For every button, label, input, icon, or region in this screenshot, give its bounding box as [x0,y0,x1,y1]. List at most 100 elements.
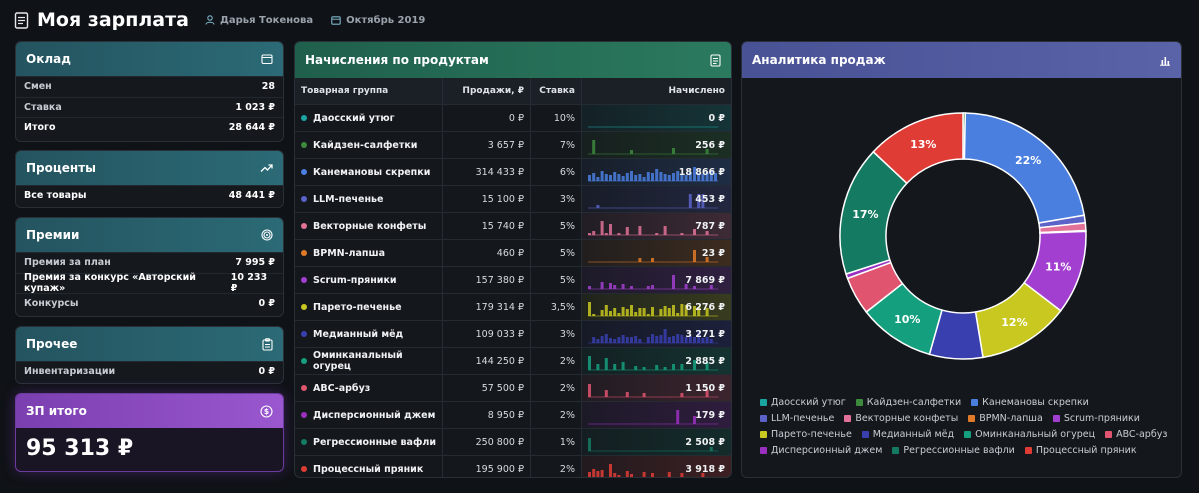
product-name: Процессный пряник [313,463,424,475]
sparkline-bar [592,337,596,343]
legend-item[interactable]: BPMN-лапша [968,413,1043,424]
sparkline-bar [663,329,667,343]
table-row[interactable]: Scrum-пряники 157 380 ₽5% 7 869 ₽ [295,267,731,294]
color-dot [301,277,307,283]
legend-swatch [760,431,767,438]
sparkline-bar [596,205,600,208]
product-name: Кайдзен-салфетки [313,139,418,151]
sparkline-bar [621,335,625,343]
legend-label: Парето-печенье [771,429,852,440]
analytics-panel: Аналитика продаж 22% 11% 12% 10% 17% 13% Даос… [741,41,1182,478]
sales-cell: 57 500 ₽ [443,375,531,401]
chart-legend: Даосский утюг Кайдзен-салфетки Канемановы … [760,397,1170,456]
sparkline [588,167,719,182]
sparkline-bar [613,364,617,370]
accrued-value: 3 918 ₽ [685,463,725,475]
product-name: Регрессионные вафли [313,436,436,448]
sparkline-bar [609,224,612,235]
bonus-card: Премии Премия за план 7 995 ₽ Премия за к… [15,217,284,317]
legend-item[interactable]: Оминканальный огурец [964,429,1095,440]
color-dot [301,412,307,418]
legend-item[interactable]: Медианный мёд [861,429,954,440]
accrued-cell: 18 866 ₽ [582,159,731,185]
column-header-sales[interactable]: Продажи, ₽ [443,78,531,104]
sparkline-bar [680,473,684,477]
sales-cell: 144 250 ₽ [443,348,531,374]
sales-cell: 250 800 ₽ [443,429,531,455]
donut-slice-2[interactable] [963,112,1086,224]
table-row[interactable]: LLM-печенье 15 100 ₽3% 453 ₽ [295,186,731,213]
sparkline-bar [609,338,612,343]
slice-label: 12% [1001,316,1027,329]
sparkline-bar [676,171,680,181]
table-row[interactable]: Дисперсионный джем 8 950 ₽2% 179 ₽ [295,402,731,429]
legend-item[interactable]: Векторные конфеты [844,413,958,424]
legend-item[interactable]: Дисперсионный джем [760,445,882,456]
column-header-rate[interactable]: Ставка [531,78,582,104]
sparkline-bar [625,471,629,477]
salary-card: Оклад Смен 28 Ставка 1 023 ₽ Итого 28 644 ₽ [15,41,284,142]
sparkline-bar [684,175,688,181]
sparkline-bar [588,302,591,316]
color-dot [301,358,307,364]
sparkline [588,221,719,236]
accrued-cell: 787 ₽ [582,213,731,239]
sparkline-bar [684,337,688,343]
color-dot [301,304,307,310]
sparkline-bar [596,471,600,477]
accrued-cell: 3 271 ₽ [582,321,731,347]
legend-item[interactable]: Процессный пряник [1024,445,1137,456]
table-row[interactable]: Парето-печенье 179 314 ₽3,5% 6 276 ₽ [295,294,731,321]
table-row[interactable]: Процессный пряник 195 900 ₽2% 3 918 ₽ [295,456,731,477]
table-row[interactable]: Медианный мёд 109 033 ₽3% 3 271 ₽ [295,321,731,348]
sparkline-bar [667,175,671,181]
sparkline-bar [592,140,596,154]
table-row[interactable]: BPMN-лапша 460 ₽5% 23 ₽ [295,240,731,267]
sparkline-bar [609,283,612,289]
legend-swatch [968,415,976,422]
sparkline-bar [592,314,596,316]
column-header-accrued[interactable]: Начислено [668,86,725,96]
legend-item[interactable]: Даосский утюг [760,397,846,408]
table-row[interactable]: Кайдзен-салфетки 3 657 ₽7% 256 ₽ [295,132,731,159]
sparkline-bar [680,174,684,181]
accrued-value: 256 ₽ [695,139,725,151]
product-name: Scrum-пряники [313,274,397,286]
table-row[interactable]: Канемановы скрепки 314 433 ₽6% 18 866 ₽ [295,159,731,186]
legend-swatch [760,415,767,422]
accrued-cell: 1 150 ₽ [582,375,731,401]
sparkline-bar [651,334,654,343]
sparkline-bar [688,194,692,208]
legend-item[interactable]: Кайдзен-салфетки [855,397,961,408]
accrued-value: 2 508 ₽ [685,436,725,448]
sparkline-bar [630,286,633,289]
sparkline-bar [672,173,675,181]
sparkline-bar [600,470,604,477]
table-row[interactable]: Даосский утюг 0 ₽10% 0 ₽ [295,105,731,132]
legend-item[interactable]: Парето-печенье [760,429,852,440]
sparkline-bar [604,358,608,370]
donut-slice-13[interactable] [872,112,964,185]
salary-total-row: Итого 28 644 ₽ [16,117,283,138]
other-card-header: Прочее [16,327,283,361]
user-name: Дарья Токенова [219,14,314,26]
accrued-cell: 256 ₽ [582,132,731,158]
table-row[interactable]: ABC-арбуз 57 500 ₽2% 1 150 ₽ [295,375,731,402]
sparkline-bar [588,233,591,235]
sparkline-bar [701,473,705,477]
salary-card-header: Оклад [16,42,283,76]
legend-item[interactable]: Scrum-пряники [1052,413,1140,424]
product-name-cell: Регрессионные вафли [295,429,443,455]
bonus-card-header: Премии [16,218,283,252]
table-row[interactable]: Регрессионные вафли 250 800 ₽1% 2 508 ₽ [295,429,731,456]
sparkline-bar [705,337,709,343]
legend-item[interactable]: Регрессионные вафли [892,445,1015,456]
table-row[interactable]: Векторные конфеты 15 740 ₽5% 787 ₽ [295,213,731,240]
table-row[interactable]: Оминканальный огурец 144 250 ₽2% 2 885 ₽ [295,348,731,375]
legend-item[interactable]: Канемановы скрепки [971,397,1089,408]
legend-item[interactable]: ABC-арбуз [1105,429,1167,440]
column-header-group[interactable]: Товарная группа [295,78,443,104]
legend-item[interactable]: LLM-печенье [760,413,834,424]
accrued-value: 1 150 ₽ [685,382,725,394]
sparkline-bar [604,174,608,181]
